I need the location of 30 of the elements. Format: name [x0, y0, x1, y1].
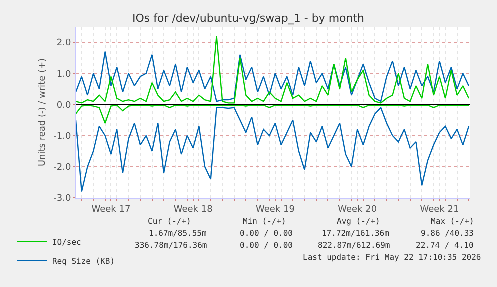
- y-tick-label: -3.0: [54, 194, 72, 204]
- text: Last update: Fri May 22 17:10:35 2026: [303, 253, 482, 262]
- y-axis-title: Units read (-) / write (+): [38, 58, 48, 167]
- y-tick-label: 2.0: [56, 38, 72, 49]
- text: Cur (-/+): [148, 217, 192, 226]
- y-tick-label: -2.0: [54, 163, 72, 174]
- x-tick-label: Week 18: [174, 204, 214, 215]
- x-tick-label: Week 21: [420, 204, 460, 215]
- legend-label: Req Size (KB): [52, 256, 116, 266]
- y-tick-label: -1.0: [54, 132, 72, 142]
- x-tick-label: Week 20: [338, 204, 378, 215]
- legend-label: IO/sec: [52, 238, 82, 247]
- x-tick-label: Week 19: [256, 204, 296, 215]
- text: 0.00 / 0.00: [240, 241, 294, 250]
- line-series: [76, 51, 470, 102]
- text: 1.67m/85.55m: [149, 229, 207, 238]
- chart-title: IOs for /dev/ubuntu-vg/swap_1 - by month: [132, 12, 365, 25]
- x-tick-label: Week 17: [92, 204, 131, 215]
- y-tick-label: 1.0: [56, 70, 72, 80]
- text: Max (-/+): [431, 217, 474, 226]
- text: 17.72m/161.36m: [322, 229, 390, 238]
- text: Avg (-/+): [337, 217, 380, 226]
- text: 22.74 / 4.10: [416, 241, 474, 250]
- text: 9.86 /40.33: [421, 229, 474, 238]
- line-series: [76, 107, 470, 192]
- y-tick-label: 0.0: [56, 100, 72, 111]
- text: Min (-/+): [243, 217, 286, 226]
- text: 336.78m/176.36m: [135, 241, 208, 250]
- text: 822.87m/612.69m: [318, 241, 390, 250]
- text: 0.00 / 0.00: [240, 229, 294, 238]
